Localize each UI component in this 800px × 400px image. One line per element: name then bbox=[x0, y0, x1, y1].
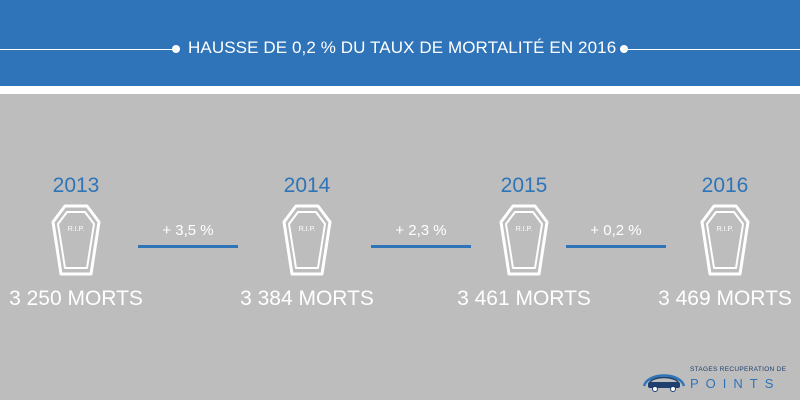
change-bar bbox=[566, 245, 666, 248]
coffin-label: R.I.P. bbox=[717, 226, 734, 233]
change-label: + 2,3 % bbox=[395, 222, 447, 239]
change-label: + 3,5 % bbox=[162, 222, 214, 239]
coffin-label: R.I.P. bbox=[68, 226, 85, 233]
logo-tagline: STAGES RECUPERATION DE bbox=[690, 366, 787, 373]
change-bar bbox=[371, 245, 471, 248]
coffin-label: R.I.P. bbox=[516, 226, 533, 233]
coffin-icon: R.I.P. bbox=[700, 204, 750, 276]
year-label: 2014 bbox=[283, 174, 331, 197]
header-dot-left bbox=[172, 45, 180, 53]
header-rule-right bbox=[624, 49, 800, 50]
year-label: 2013 bbox=[52, 174, 100, 197]
header-rule-left bbox=[0, 49, 176, 50]
year-label: 2016 bbox=[701, 174, 749, 197]
deaths-count: 3 469 MORTS bbox=[658, 287, 792, 310]
coffin-icon: R.I.P. bbox=[499, 204, 549, 276]
coffin-icon: R.I.P. bbox=[282, 204, 332, 276]
change-label: + 0,2 % bbox=[590, 222, 642, 239]
deaths-count: 3 250 MORTS bbox=[9, 287, 143, 310]
change-bar bbox=[138, 245, 238, 248]
coffin-label: R.I.P. bbox=[299, 226, 316, 233]
year-label: 2015 bbox=[500, 174, 548, 197]
car-icon bbox=[642, 374, 686, 392]
deaths-count: 3 384 MORTS bbox=[240, 287, 374, 310]
deaths-count: 3 461 MORTS bbox=[457, 287, 591, 310]
brand-logo: STAGES RECUPERATION DE POINTS bbox=[642, 360, 792, 394]
coffin-icon: R.I.P. bbox=[51, 204, 101, 276]
header-banner: HAUSSE DE 0,2 % DU TAUX DE MORTALITÉ EN … bbox=[0, 0, 800, 86]
page-title: HAUSSE DE 0,2 % DU TAUX DE MORTALITÉ EN … bbox=[188, 38, 617, 57]
logo-wordmark: POINTS bbox=[690, 376, 781, 391]
